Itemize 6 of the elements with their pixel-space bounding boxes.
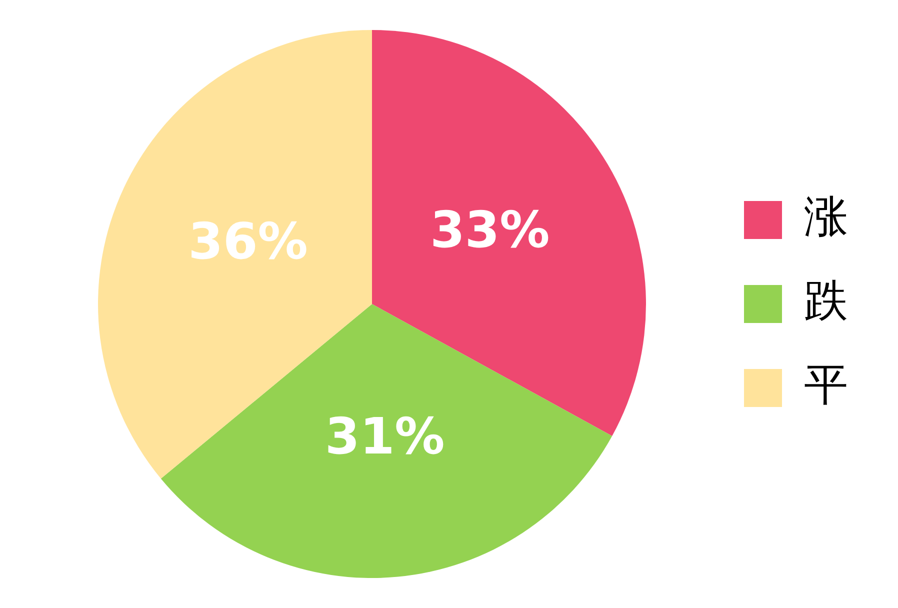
data-label: 33% bbox=[430, 201, 550, 260]
data-label: 31% bbox=[325, 407, 445, 466]
legend-label: 平 bbox=[804, 359, 848, 410]
legend-label: 跌 bbox=[804, 275, 848, 326]
data-label: 36% bbox=[188, 212, 308, 271]
legend-label: 涨 bbox=[804, 191, 848, 242]
